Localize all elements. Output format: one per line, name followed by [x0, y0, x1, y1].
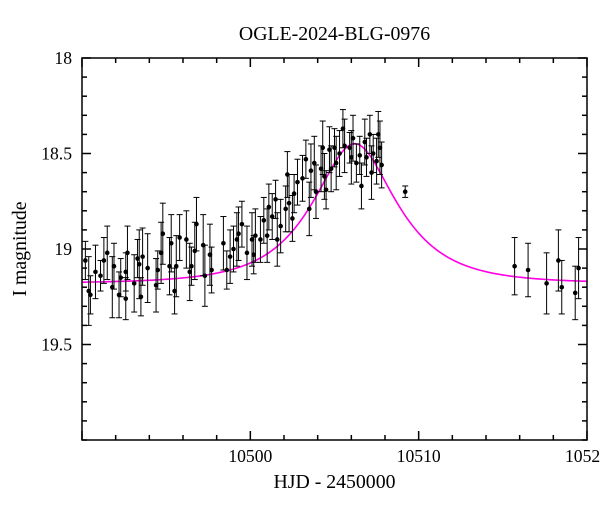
- data-point: [93, 270, 98, 275]
- data-point: [258, 237, 263, 242]
- data-point: [253, 233, 258, 238]
- data-point: [169, 241, 174, 246]
- data-point: [559, 285, 564, 290]
- data-point: [403, 189, 408, 194]
- data-point: [576, 266, 581, 271]
- data-point: [203, 273, 208, 278]
- data-point: [102, 258, 107, 263]
- data-point: [512, 264, 517, 269]
- data-point: [275, 237, 280, 242]
- data-point: [262, 218, 267, 223]
- data-point: [83, 258, 88, 263]
- data-point: [189, 264, 194, 269]
- data-point: [118, 275, 123, 280]
- data-point: [304, 157, 309, 162]
- y-tick-label: 18: [54, 48, 72, 68]
- data-point: [290, 216, 295, 221]
- data-point: [177, 235, 182, 240]
- data-point: [273, 197, 278, 202]
- data-point: [228, 254, 233, 259]
- data-point: [283, 207, 288, 212]
- data-point: [287, 201, 292, 206]
- data-point: [123, 296, 128, 301]
- y-tick-label: 19.5: [41, 335, 72, 355]
- data-point: [334, 161, 339, 166]
- data-point: [267, 205, 272, 210]
- data-point: [132, 281, 137, 286]
- x-axis-label: HJD - 2450000: [274, 471, 396, 493]
- data-point: [354, 161, 359, 166]
- data-point: [307, 207, 312, 212]
- data-point: [88, 293, 93, 298]
- data-point: [236, 231, 241, 236]
- data-point: [364, 155, 369, 160]
- data-point: [526, 268, 531, 273]
- data-point: [194, 222, 199, 227]
- x-tick-label: 10510: [397, 446, 441, 466]
- data-point: [292, 191, 297, 196]
- data-point: [112, 264, 117, 269]
- data-point: [245, 251, 250, 256]
- data-point: [221, 241, 226, 246]
- data-point: [278, 224, 283, 229]
- data-point: [98, 273, 103, 278]
- chart-title: OGLE-2024-BLG-0976: [239, 23, 430, 45]
- data-point: [314, 189, 319, 194]
- data-point: [320, 145, 325, 150]
- data-point: [224, 268, 229, 273]
- data-point: [240, 222, 245, 227]
- data-point: [139, 294, 144, 299]
- data-point: [145, 266, 150, 271]
- data-point: [295, 180, 300, 185]
- data-point: [544, 281, 549, 286]
- data-point: [324, 187, 329, 192]
- data-point: [140, 254, 145, 259]
- y-tick-label: 19: [54, 239, 72, 259]
- data-point: [337, 151, 342, 156]
- data-point: [357, 153, 362, 158]
- chart-stage: OGLE-2024-BLG-0976 10500 10510 10520 HJD - 2…: [0, 0, 600, 512]
- data-point: [125, 251, 130, 256]
- x-tick-label: 10520: [565, 446, 600, 466]
- data-point: [379, 163, 384, 168]
- data-point: [155, 268, 160, 273]
- data-point: [351, 136, 356, 141]
- data-point: [374, 159, 379, 164]
- chart-svg: OGLE-2024-BLG-0976 10500 10510 10520 HJD - 2…: [0, 0, 600, 512]
- y-axis-label: I magnitude: [9, 201, 31, 296]
- data-point: [309, 168, 314, 173]
- data-point: [359, 184, 364, 189]
- data-point: [265, 233, 270, 238]
- chart-background: [0, 0, 600, 512]
- data-point: [105, 251, 110, 256]
- data-point: [573, 291, 578, 296]
- data-point: [161, 231, 166, 236]
- data-point: [137, 262, 142, 267]
- y-tick-label: 18.5: [41, 144, 72, 164]
- data-point: [371, 151, 376, 156]
- data-point: [231, 247, 236, 252]
- data-point: [209, 268, 214, 273]
- x-tick-label: 10500: [228, 446, 272, 466]
- data-point: [184, 237, 189, 242]
- data-point: [342, 144, 347, 149]
- data-point: [174, 264, 179, 269]
